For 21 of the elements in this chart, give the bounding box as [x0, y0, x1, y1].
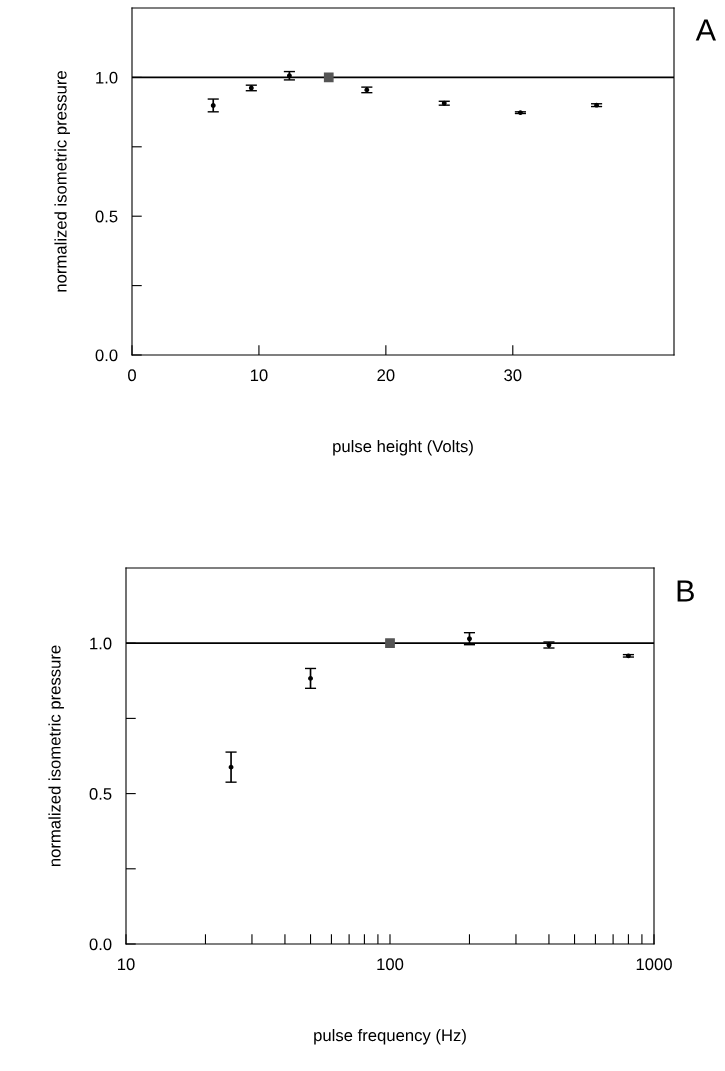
- y-axis-title: normalized isometric pressure: [54, 71, 70, 292]
- x-tick-label: 1000: [636, 958, 672, 971]
- point: [323, 72, 334, 83]
- text: B: [677, 580, 694, 602]
- y-axis-title: normalized isometric pressure: [48, 645, 64, 867]
- y-tick-label: 0.0: [95, 349, 118, 362]
- text: A: [695, 19, 716, 41]
- x-tick-label: 30: [504, 369, 522, 382]
- x-tick-label: 10: [118, 958, 135, 971]
- y-tick-label: 0.5: [95, 210, 118, 223]
- x-axis-title: pulse frequency (Hz): [314, 1028, 466, 1045]
- y-tick-label: 0.0: [89, 938, 112, 951]
- x-axis-title: pulse height (Volts): [333, 439, 473, 456]
- x-tick-label: 20: [377, 369, 395, 382]
- y-tick-label: 1.0: [90, 637, 112, 650]
- y-tick-label: 1.0: [96, 71, 118, 84]
- x-tick-label: 10: [250, 369, 268, 382]
- point: [210, 103, 216, 108]
- y-tick-label: 0.5: [89, 788, 112, 800]
- x-tick-label: 0: [128, 369, 136, 382]
- x-tick-label: 100: [377, 958, 404, 971]
